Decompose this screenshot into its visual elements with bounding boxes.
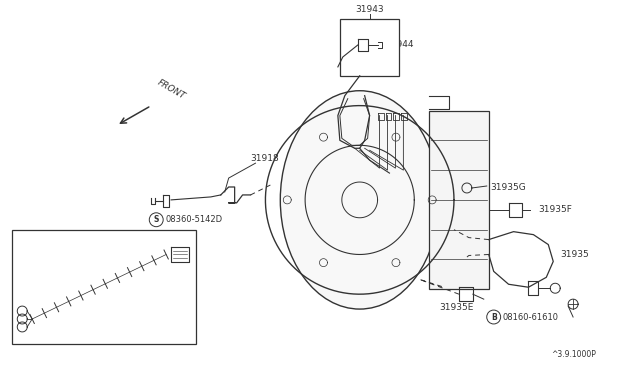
Text: 31935G: 31935G [491, 183, 527, 192]
Text: 31944: 31944 [385, 39, 414, 49]
Text: 08160-61610: 08160-61610 [502, 312, 559, 321]
Text: 31935F: 31935F [538, 205, 572, 214]
Text: 31943: 31943 [355, 5, 384, 14]
Bar [429, 110, 489, 289]
Text: 31935: 31935 [560, 250, 589, 259]
Text: S: S [154, 215, 159, 224]
Text: B: B [491, 312, 497, 321]
Text: 08360-5142D: 08360-5142D [165, 215, 222, 224]
Bar [12, 230, 196, 344]
Ellipse shape [280, 91, 439, 309]
Text: 31918: 31918 [250, 154, 279, 163]
Text: FRONT: FRONT [156, 77, 188, 101]
Text: 31918F: 31918F [86, 327, 120, 336]
Bar [340, 19, 399, 76]
Circle shape [149, 213, 163, 227]
Circle shape [487, 310, 500, 324]
Text: 31935E: 31935E [439, 302, 474, 312]
Text: ^3.9.1000P: ^3.9.1000P [551, 350, 596, 359]
